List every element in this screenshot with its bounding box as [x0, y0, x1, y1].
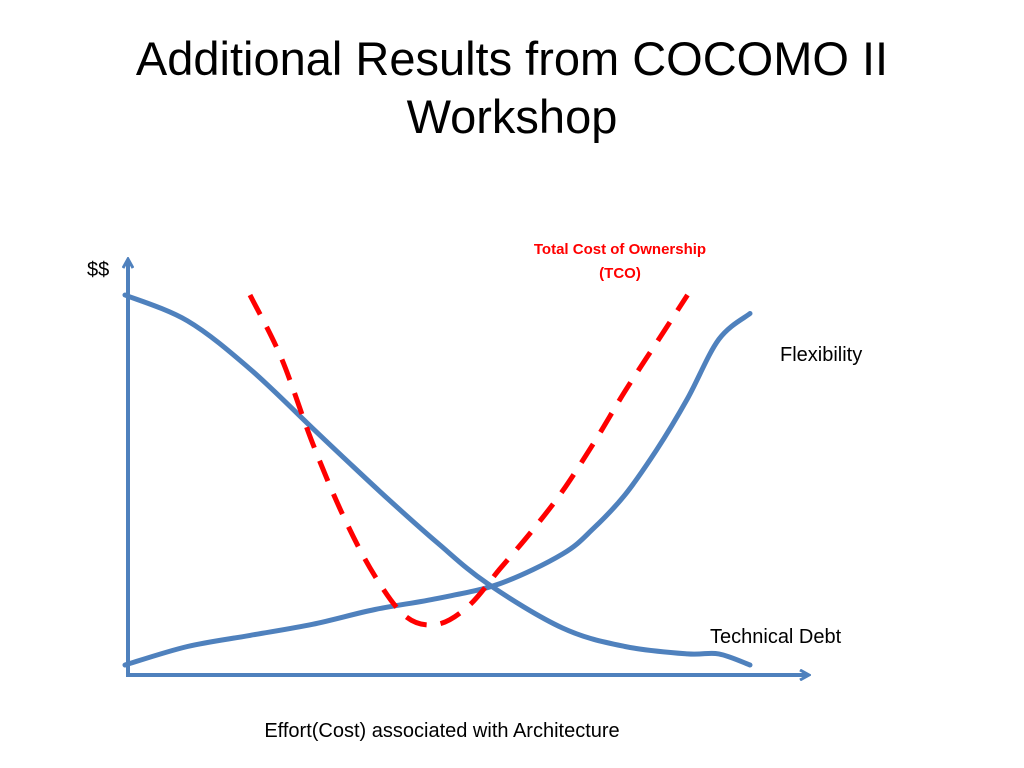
slide-title: Additional Results from COCOMO II Worksh…	[0, 30, 1024, 146]
flexibility-curve	[122, 311, 753, 668]
technical-debt-label: Technical Debt	[710, 626, 842, 648]
slide-title-line1: Additional Results from COCOMO II	[135, 32, 889, 85]
slide-title-line2: Workshop	[406, 90, 618, 143]
flexibility-label: Flexibility	[780, 344, 862, 366]
tco-curve	[247, 293, 690, 628]
tco-label-line2: (TCO)	[599, 265, 641, 282]
y-axis-label: $$	[87, 259, 109, 281]
tco-label-line1: Total Cost of Ownership	[534, 241, 706, 258]
technical-debt-curve	[122, 292, 753, 668]
x-axis-label: Effort(Cost) associated with Architectur…	[264, 720, 619, 742]
